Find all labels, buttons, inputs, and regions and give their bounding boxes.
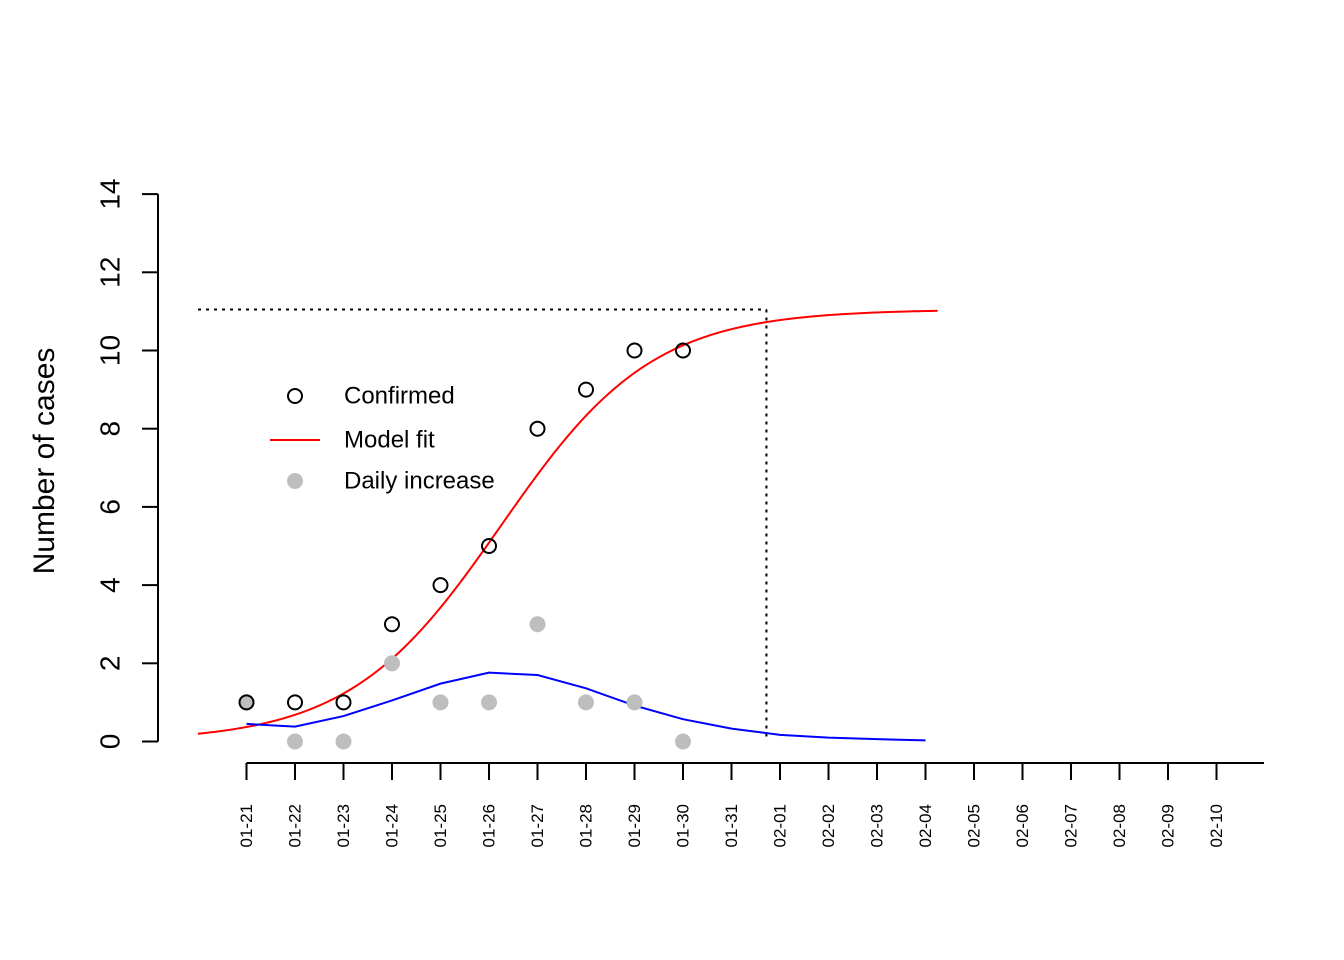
x-tick-label-02-02: 02-02 — [819, 804, 838, 847]
y-tick-label-6: 6 — [95, 499, 126, 515]
x-tick-label-01-30: 01-30 — [674, 804, 693, 847]
daily-increase-point-01-30 — [675, 733, 691, 750]
legend-label-1: Model fit — [344, 427, 435, 454]
daily-increase-point-01-27 — [529, 616, 546, 633]
daily-increase-point-01-24 — [384, 655, 400, 672]
y-tick-label-14: 14 — [95, 179, 126, 210]
legend: Confirmed Model fit Daily increase — [270, 383, 495, 495]
x-tick-label-01-27: 01-27 — [528, 804, 547, 847]
x-tick-label-02-05: 02-05 — [965, 804, 984, 847]
x-tick-label-02-07: 02-07 — [1062, 804, 1081, 847]
y-tick-label-2: 2 — [95, 656, 126, 672]
confirmed-point-01-21 — [238, 694, 255, 711]
series-model-fit-line — [197, 309, 938, 735]
x-tick-label-02-04: 02-04 — [916, 804, 935, 847]
daily-increase-point-01-23 — [335, 733, 352, 750]
daily-increase-point-01-21 — [238, 694, 255, 711]
legend-label-2: Daily increase — [344, 468, 495, 495]
x-tick-label-02-10: 02-10 — [1207, 804, 1226, 847]
x-tick-label-02-06: 02-06 — [1013, 804, 1032, 847]
confirmed-point-01-27 — [529, 420, 546, 437]
x-tick-label-01-28: 01-28 — [577, 804, 596, 847]
daily-increase-point-01-25 — [432, 694, 449, 711]
x-tick-label-02-09: 02-09 — [1159, 804, 1178, 847]
confirmed-point-01-29 — [626, 342, 643, 359]
y-tick-label-0: 0 — [95, 734, 126, 750]
x-tick-label-02-01: 02-01 — [771, 804, 790, 847]
legend-daily-increase-symbol — [287, 473, 303, 489]
series-layer — [197, 309, 938, 750]
daily-increase-point-01-29 — [626, 694, 643, 711]
confirmed-point-01-26 — [481, 538, 497, 554]
x-tick-label-01-24: 01-24 — [383, 804, 402, 847]
x-tick-label-01-22: 01-22 — [286, 804, 305, 847]
legend-label-0: Confirmed — [344, 383, 455, 410]
confirmed-point-01-22 — [287, 694, 303, 711]
x-axis: 01-21 01-22 01-23 01-24 01-25 01-26 01-27 01-28… — [237, 762, 1264, 847]
y-tick-label-8: 8 — [95, 421, 126, 437]
x-tick-label-01-25: 01-25 — [431, 804, 450, 847]
y-tick-label-12: 12 — [95, 257, 126, 288]
y-axis: 0 2 4 6 8 10 12 14 — [95, 179, 159, 750]
y-tick-label-10: 10 — [95, 335, 126, 366]
x-tick-label-01-26: 01-26 — [480, 804, 499, 847]
confirmed-point-01-23 — [335, 694, 352, 711]
x-tick-label-01-29: 01-29 — [625, 804, 644, 847]
confirmed-point-01-28 — [578, 381, 594, 398]
y-axis-label: Number of cases — [28, 348, 61, 575]
x-tick-label-01-21: 01-21 — [237, 804, 256, 847]
daily-increase-point-01-22 — [287, 733, 303, 750]
daily-increase-point-01-28 — [578, 694, 594, 711]
x-tick-label-02-08: 02-08 — [1110, 804, 1129, 847]
confirmed-point-01-25 — [432, 577, 449, 594]
legend-confirmed-symbol — [287, 388, 303, 404]
daily-increase-point-01-26 — [481, 694, 497, 711]
x-tick-label-01-31: 01-31 — [722, 804, 741, 847]
confirmed-point-01-24 — [384, 616, 400, 633]
series-blue-line — [246, 671, 926, 742]
confirmed-point-01-30 — [675, 342, 691, 359]
y-tick-label-4: 4 — [95, 577, 126, 593]
reference-lines — [198, 308, 768, 742]
x-tick-label-01-23: 01-23 — [334, 804, 353, 847]
x-tick-label-02-03: 02-03 — [868, 804, 887, 847]
